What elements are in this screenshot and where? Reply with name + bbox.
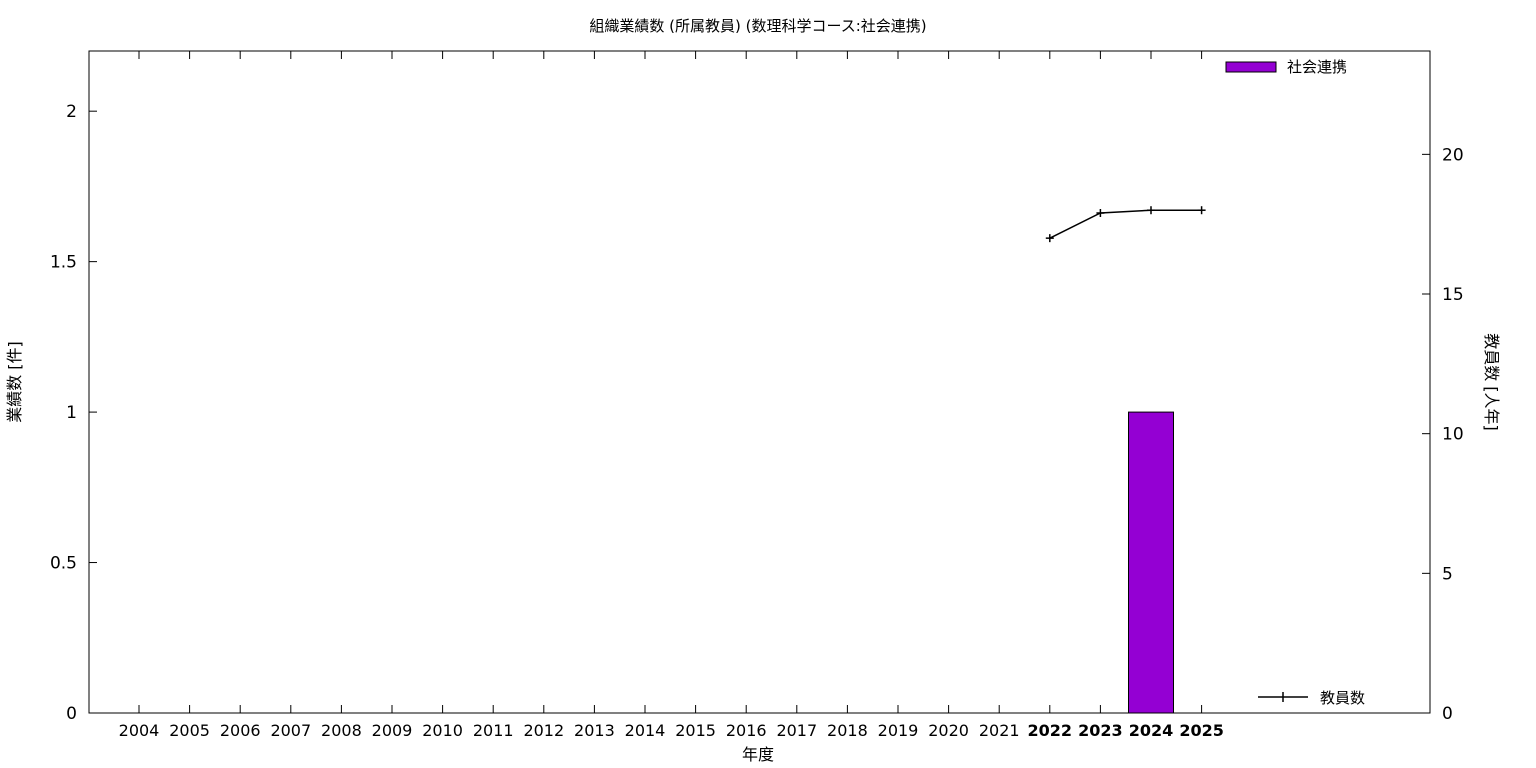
x-axis-ticks: 2004 2005 2006 2007 2008 2009 2010 2011 2012 2013… bbox=[119, 51, 1224, 740]
y2-tick-label: 0 bbox=[1442, 704, 1453, 724]
x-axis-label: 年度 bbox=[742, 745, 774, 764]
x-tick-label: 2011 bbox=[473, 721, 514, 740]
y2-axis-ticks: 0 5 10 15 20 bbox=[1422, 145, 1464, 724]
x-tick-label: 2014 bbox=[625, 721, 666, 740]
x-tick-label: 2013 bbox=[574, 721, 615, 740]
y-tick-label: 0 bbox=[66, 704, 77, 724]
x-tick-label: 2005 bbox=[169, 721, 210, 740]
x-tick-label: 2023 bbox=[1078, 721, 1123, 740]
legend-bar: 社会連携 bbox=[1225, 58, 1347, 76]
y-tick-label: 2 bbox=[66, 102, 77, 122]
y-axis-ticks: 0 0.5 1 1.5 2 bbox=[50, 102, 97, 724]
y-axis-label: 業績数 [件] bbox=[5, 341, 24, 423]
x-tick-label: 2018 bbox=[827, 721, 868, 740]
x-tick-label: 2017 bbox=[776, 721, 817, 740]
legend-line: 教員数 bbox=[1258, 689, 1365, 707]
y-tick-label: 1.5 bbox=[50, 253, 77, 273]
legend-line-label: 教員数 bbox=[1320, 689, 1365, 707]
y2-axis-label: 教員数 [人年] bbox=[1482, 333, 1501, 431]
x-tick-label: 2025 bbox=[1179, 721, 1224, 740]
y2-tick-label: 5 bbox=[1442, 564, 1453, 584]
x-tick-label: 2024 bbox=[1129, 721, 1174, 740]
x-tick-label: 2019 bbox=[878, 721, 919, 740]
y2-tick-label: 20 bbox=[1442, 145, 1464, 165]
x-tick-label: 2015 bbox=[675, 721, 716, 740]
x-tick-label: 2016 bbox=[726, 721, 767, 740]
legend-bar-swatch bbox=[1225, 61, 1277, 73]
x-tick-label: 2004 bbox=[119, 721, 160, 740]
x-tick-label: 2006 bbox=[220, 721, 261, 740]
x-tick-label: 2012 bbox=[523, 721, 564, 740]
line-series bbox=[1045, 206, 1206, 243]
x-tick-label: 2022 bbox=[1028, 721, 1073, 740]
bar-series bbox=[1128, 411, 1174, 714]
y2-tick-label: 10 bbox=[1442, 425, 1464, 445]
legend-bar-label: 社会連携 bbox=[1287, 58, 1347, 76]
bar bbox=[1128, 411, 1174, 714]
line-path bbox=[1049, 209, 1202, 239]
y2-tick-label: 15 bbox=[1442, 285, 1464, 305]
x-tick-label: 2008 bbox=[321, 721, 362, 740]
x-tick-label: 2021 bbox=[979, 721, 1020, 740]
y-tick-label: 1 bbox=[66, 403, 77, 423]
x-tick-label: 2010 bbox=[422, 721, 463, 740]
x-tick-label: 2009 bbox=[372, 721, 413, 740]
x-tick-label: 2007 bbox=[270, 721, 311, 740]
plot-area bbox=[88, 50, 1431, 714]
chart-title: 組織業績数 (所属教員) (数理科学コース:社会連携) bbox=[589, 17, 926, 35]
x-tick-label: 2020 bbox=[928, 721, 969, 740]
y-tick-label: 0.5 bbox=[50, 554, 77, 574]
